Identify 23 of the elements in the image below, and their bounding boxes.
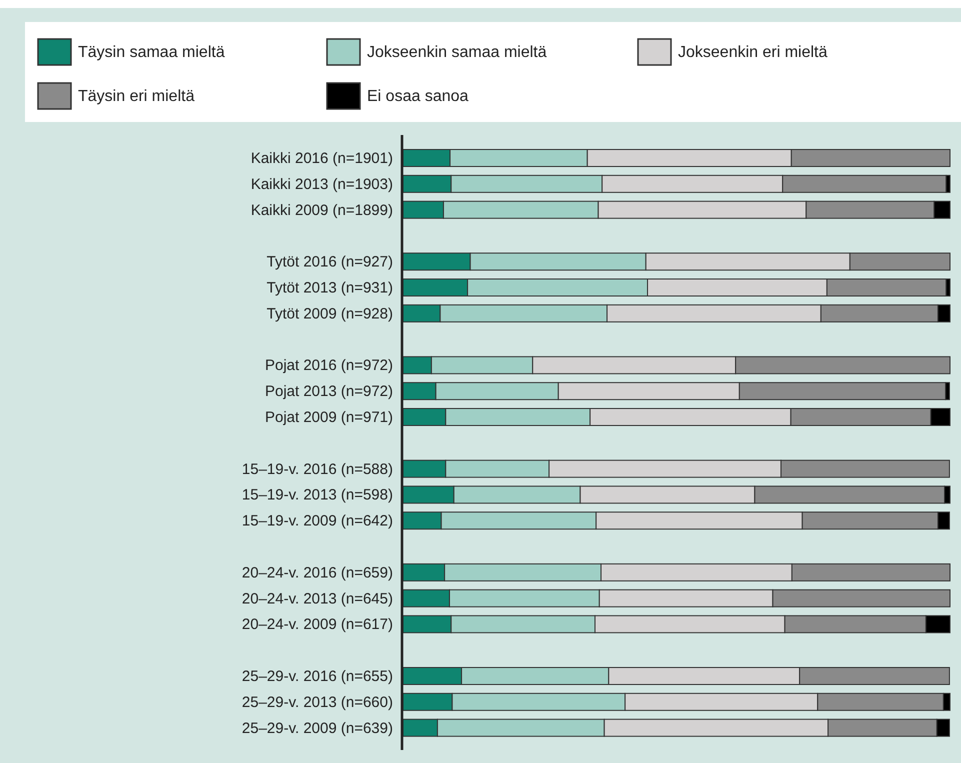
y-tick-label: 20–24-v. 2016 (n=659) [242,564,393,582]
y-tick-label: 25–29-v. 2013 (n=660) [242,694,393,711]
legend-label: Jokseenkin eri mieltä [678,44,828,61]
y-tick-label: Kaikki 2013 (n=1903) [250,176,393,193]
y-tick-label: Tytöt 2016 (n=927) [266,254,393,271]
y-tick-label: 15–19-v. 2013 (n=598) [242,486,393,504]
legend-label: Täysin samaa mieltä [78,44,225,61]
y-tick-label: 25–29-v. 2016 (n=655) [242,668,393,685]
y-tick-label: Pojat 2013 (n=972) [264,383,393,400]
legend-label: Täysin eri mieltä [78,88,195,105]
y-tick-label: 20–24-v. 2009 (n=617) [242,616,393,634]
y-tick-label: Pojat 2016 (n=972) [264,357,393,374]
y-tick-label: 15–19-v. 2009 (n=642) [242,512,393,530]
y-tick-label: 20–24-v. 2013 (n=645) [242,590,393,608]
legend-label: Jokseenkin samaa mieltä [367,44,547,61]
y-tick-label: Tytöt 2013 (n=931) [266,280,393,296]
y-tick-label: Kaikki 2009 (n=1899) [250,202,393,219]
y-tick-label: Kaikki 2016 (n=1901) [250,150,393,167]
y-tick-label: 15–19-v. 2016 (n=588) [242,460,393,478]
y-tick-label: Tytöt 2009 (n=928) [266,305,393,322]
legend-label: Ei osaa sanoa [367,88,469,105]
y-tick-label: Pojat 2009 (n=971) [264,409,393,426]
y-tick-label: 25–29-v. 2009 (n=639) [242,720,393,737]
